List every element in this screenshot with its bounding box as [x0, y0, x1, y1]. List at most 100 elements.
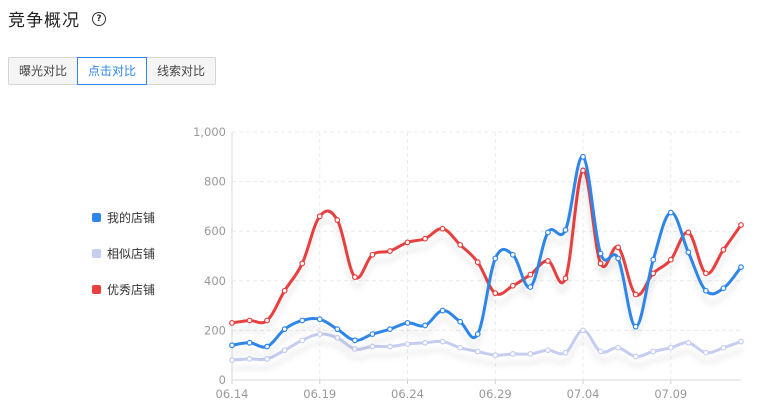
data-point[interactable]: [334, 326, 341, 333]
data-point[interactable]: [720, 285, 727, 292]
tab-exposure-compare[interactable]: 曝光对比: [8, 57, 79, 85]
data-point[interactable]: [316, 331, 323, 338]
series-line: [230, 155, 743, 349]
data-point[interactable]: [738, 264, 744, 271]
data-point[interactable]: [632, 323, 639, 330]
data-point[interactable]: [597, 348, 604, 355]
data-point[interactable]: [545, 258, 551, 264]
data-point[interactable]: [369, 251, 376, 258]
data-point[interactable]: [545, 229, 551, 236]
data-point[interactable]: [702, 287, 709, 294]
data-point[interactable]: [246, 317, 253, 324]
x-tick-label: 06.14: [216, 387, 249, 401]
data-point[interactable]: [615, 344, 622, 351]
data-point[interactable]: [457, 344, 464, 351]
data-point[interactable]: [422, 322, 428, 329]
data-point[interactable]: [439, 338, 446, 345]
data-point[interactable]: [457, 318, 464, 325]
data-point[interactable]: [351, 346, 358, 352]
data-point[interactable]: [685, 229, 692, 236]
data-point[interactable]: [229, 357, 235, 364]
data-point[interactable]: [369, 343, 376, 350]
data-point[interactable]: [632, 291, 639, 298]
data-point[interactable]: [439, 307, 446, 314]
data-point[interactable]: [281, 347, 288, 354]
legend-item-my-store[interactable]: 我的店铺: [92, 208, 155, 226]
data-point[interactable]: [369, 331, 376, 338]
data-point[interactable]: [264, 317, 271, 324]
data-point[interactable]: [246, 339, 253, 346]
data-point[interactable]: [685, 249, 692, 256]
data-point[interactable]: [545, 347, 551, 354]
data-point[interactable]: [632, 353, 639, 360]
data-point[interactable]: [264, 356, 271, 362]
data-point[interactable]: [404, 320, 411, 326]
data-point[interactable]: [720, 344, 727, 351]
data-point[interactable]: [351, 274, 358, 280]
data-point[interactable]: [597, 260, 604, 267]
data-point[interactable]: [597, 250, 604, 257]
data-point[interactable]: [667, 209, 674, 216]
data-point[interactable]: [387, 343, 393, 350]
data-point[interactable]: [509, 251, 516, 258]
data-point[interactable]: [562, 227, 569, 233]
data-point[interactable]: [246, 356, 253, 362]
data-point[interactable]: [720, 246, 727, 253]
legend-item-similar[interactable]: 相似店铺: [92, 244, 155, 262]
data-point[interactable]: [685, 339, 692, 346]
data-point[interactable]: [299, 260, 306, 267]
data-point[interactable]: [404, 341, 411, 347]
data-point[interactable]: [351, 337, 358, 344]
x-tick-label: 06.24: [391, 387, 424, 401]
help-icon[interactable]: ?: [92, 11, 106, 26]
data-point[interactable]: [334, 334, 341, 341]
data-point[interactable]: [615, 244, 622, 251]
data-point[interactable]: [650, 256, 657, 263]
data-point[interactable]: [474, 348, 481, 355]
data-point[interactable]: [474, 259, 481, 266]
data-point[interactable]: [580, 327, 586, 334]
legend-label-excellent: 优秀店铺: [107, 282, 156, 297]
data-point[interactable]: [387, 248, 393, 254]
data-point[interactable]: [404, 239, 411, 246]
data-point[interactable]: [422, 235, 428, 242]
data-point[interactable]: [702, 270, 709, 277]
data-point[interactable]: [422, 339, 428, 346]
data-point[interactable]: [527, 351, 534, 357]
tab-lead-compare[interactable]: 线索对比: [146, 57, 217, 85]
data-point[interactable]: [474, 331, 481, 338]
data-point[interactable]: [509, 282, 516, 289]
data-point[interactable]: [281, 326, 288, 333]
data-point[interactable]: [439, 225, 446, 232]
data-point[interactable]: [650, 348, 657, 355]
data-point[interactable]: [562, 349, 569, 356]
data-point[interactable]: [562, 275, 569, 282]
data-point[interactable]: [527, 284, 534, 290]
data-point[interactable]: [667, 256, 674, 263]
data-point[interactable]: [299, 337, 306, 344]
data-point[interactable]: [264, 343, 271, 350]
data-point[interactable]: [229, 320, 235, 326]
data-point[interactable]: [580, 153, 586, 160]
data-point[interactable]: [667, 344, 674, 351]
data-point[interactable]: [387, 326, 393, 333]
data-point[interactable]: [702, 349, 709, 356]
data-point[interactable]: [738, 222, 744, 228]
data-point[interactable]: [615, 255, 622, 262]
data-point[interactable]: [229, 342, 235, 349]
data-point[interactable]: [457, 241, 464, 248]
legend-item-excellent[interactable]: 优秀店铺: [92, 280, 155, 298]
tab-click-compare[interactable]: 点击对比: [77, 57, 148, 85]
data-point[interactable]: [334, 217, 341, 223]
data-point[interactable]: [281, 287, 288, 294]
data-point[interactable]: [527, 271, 534, 278]
data-point[interactable]: [316, 316, 323, 323]
data-point[interactable]: [492, 255, 499, 262]
data-point[interactable]: [509, 351, 516, 357]
data-point[interactable]: [738, 338, 744, 345]
data-point[interactable]: [492, 290, 499, 297]
data-point[interactable]: [299, 317, 306, 324]
data-point[interactable]: [316, 213, 323, 220]
data-point[interactable]: [580, 167, 586, 174]
data-point[interactable]: [492, 352, 499, 359]
